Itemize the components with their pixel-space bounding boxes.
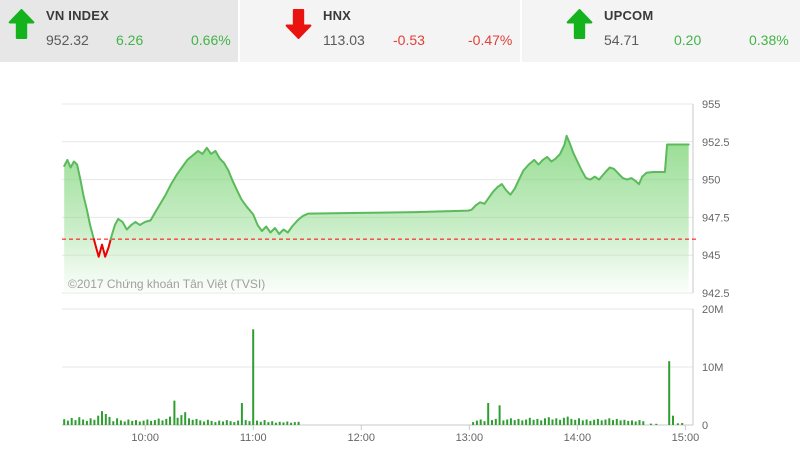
index-name: VN INDEX	[46, 8, 110, 23]
x-axis-tick-label: 12:00	[348, 432, 376, 444]
index-panel-upcom[interactable]: UPCOM 54.71 0.20 0.38%	[522, 0, 800, 62]
index-change: -0.53	[393, 32, 425, 48]
price-area-fill	[64, 135, 689, 293]
down-arrow-icon	[285, 9, 312, 39]
price-y-tick-label: 945	[702, 250, 720, 262]
index-value: 952.32	[46, 32, 89, 48]
index-change-percent: 0.66%	[191, 32, 231, 48]
index-change: 0.20	[674, 32, 702, 48]
price-y-tick-label: 955	[702, 99, 720, 111]
volume-y-tick-label: 0	[702, 420, 708, 432]
below-reference-line-segment	[92, 238, 112, 258]
volume-y-tick-label: 10M	[702, 362, 723, 374]
price-line-segment	[109, 134, 690, 241]
index-name: UPCOM	[604, 8, 654, 23]
price-line	[63, 134, 690, 258]
index-change-percent: 0.38%	[749, 32, 789, 48]
up-arrow-icon	[566, 9, 593, 39]
index-change-percent: -0.47%	[468, 32, 513, 48]
x-axis-tick-label: 15:00	[672, 432, 700, 444]
volume-y-axis-labels: 20M 10M 0	[702, 304, 723, 432]
x-axis-tick-label: 14:00	[564, 432, 592, 444]
index-name: HNX	[323, 8, 352, 23]
x-axis-tick-label: 11:00	[240, 432, 267, 444]
index-change: 6.26	[116, 32, 144, 48]
volume-bars	[63, 329, 684, 426]
x-axis-tick-label: 13:00	[456, 432, 484, 444]
price-y-axis-labels: 955 952.5 950 947.5 945 942.5	[702, 99, 730, 300]
vnindex-intraday-chart[interactable]: 10:00 11:00 12:00 13:00 14:00 15:00955952.595…	[0, 62, 800, 458]
price-y-tick-label: 947.5	[702, 212, 730, 224]
chart-copyright: ©2017 Chứng khoán Tân Việt (TVSI)	[68, 277, 265, 291]
index-panel-vnindex[interactable]: VN INDEX 952.32 6.26 0.66%	[0, 0, 238, 62]
price-line-segment	[63, 158, 95, 241]
index-summary-bar: VN INDEX 952.32 6.26 0.66% HNX 113.03 -0.53…	[0, 0, 800, 62]
up-arrow-icon	[8, 9, 35, 39]
x-axis-labels: 10:00 11:00 12:00 13:00 14:00 15:00	[131, 425, 699, 444]
volume-y-tick-label: 20M	[702, 304, 723, 316]
price-y-tick-label: 952.5	[702, 137, 730, 149]
price-y-tick-label: 942.5	[702, 288, 730, 300]
intraday-chart-area: 10:00 11:00 12:00 13:00 14:00 15:00 955 952.5 95…	[0, 62, 800, 458]
price-y-tick-label: 950	[702, 175, 720, 187]
index-value: 54.71	[604, 32, 640, 48]
x-axis-tick-label: 10:00	[131, 432, 159, 444]
volume-gridlines	[62, 308, 693, 426]
index-panel-hnx[interactable]: HNX 113.03 -0.53 -0.47%	[240, 0, 520, 62]
index-value: 113.03	[323, 32, 365, 48]
